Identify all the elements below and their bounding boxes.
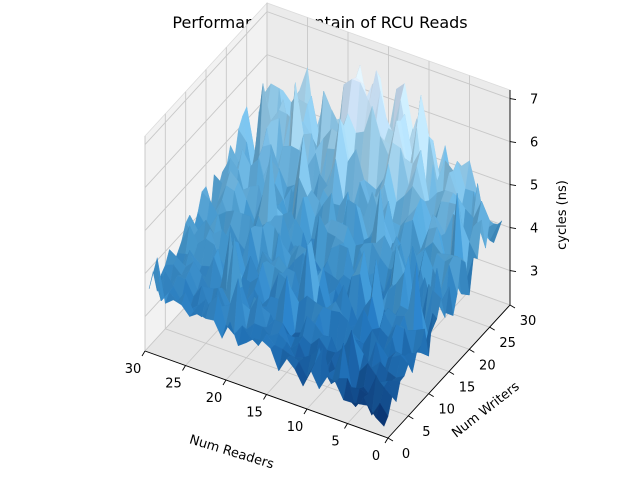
x-axis-label: Num Readers [188,432,276,472]
y-tick-label: 20 [479,358,496,373]
x-tick [384,437,389,444]
x-tick-label: 15 [246,406,263,421]
y-tick-label: 30 [520,314,537,329]
y-tick [408,415,414,420]
surface-facet [375,402,389,427]
y-tick [428,393,434,398]
z-tick [509,98,517,101]
y-gridline [164,113,409,417]
z-tick-label: 5 [530,179,538,194]
surface-plot [148,65,503,427]
x-tick [303,408,308,415]
x-tick-label: 20 [206,391,223,406]
y-tick-label: 0 [402,447,410,462]
y-tick [448,371,455,375]
y-tick [489,326,495,331]
z-tick-label: 4 [530,222,538,237]
y-tick [469,348,475,353]
x-tick [222,379,227,386]
x-tick [344,423,348,429]
x-tick-label: 10 [287,420,304,435]
x-tick-label: 5 [331,435,339,450]
x-tick-label: 30 [125,362,142,377]
z-tick [509,184,517,187]
z-gridline [144,54,511,188]
y-tick [387,437,394,442]
z-tick-label: 3 [530,265,538,280]
x-tick-label: 25 [165,377,182,392]
z-gridline [144,11,511,145]
y-tick-label: 10 [438,403,455,418]
z-tick [509,227,517,230]
y-tick-label: 15 [459,381,476,396]
z-tick-label: 7 [530,93,538,108]
x-tick [182,365,186,371]
x-tick-label: 0 [372,449,380,464]
z-axis-label: cycles (ns) [555,180,570,250]
z-tick [509,141,517,144]
z-tick [509,270,517,273]
z-tick-label: 6 [530,136,538,151]
y-tick-label: 5 [422,425,430,440]
x-tick [263,394,267,400]
x-tick [141,350,146,357]
y-tick-label: 25 [499,336,516,351]
y-tick [509,304,516,309]
